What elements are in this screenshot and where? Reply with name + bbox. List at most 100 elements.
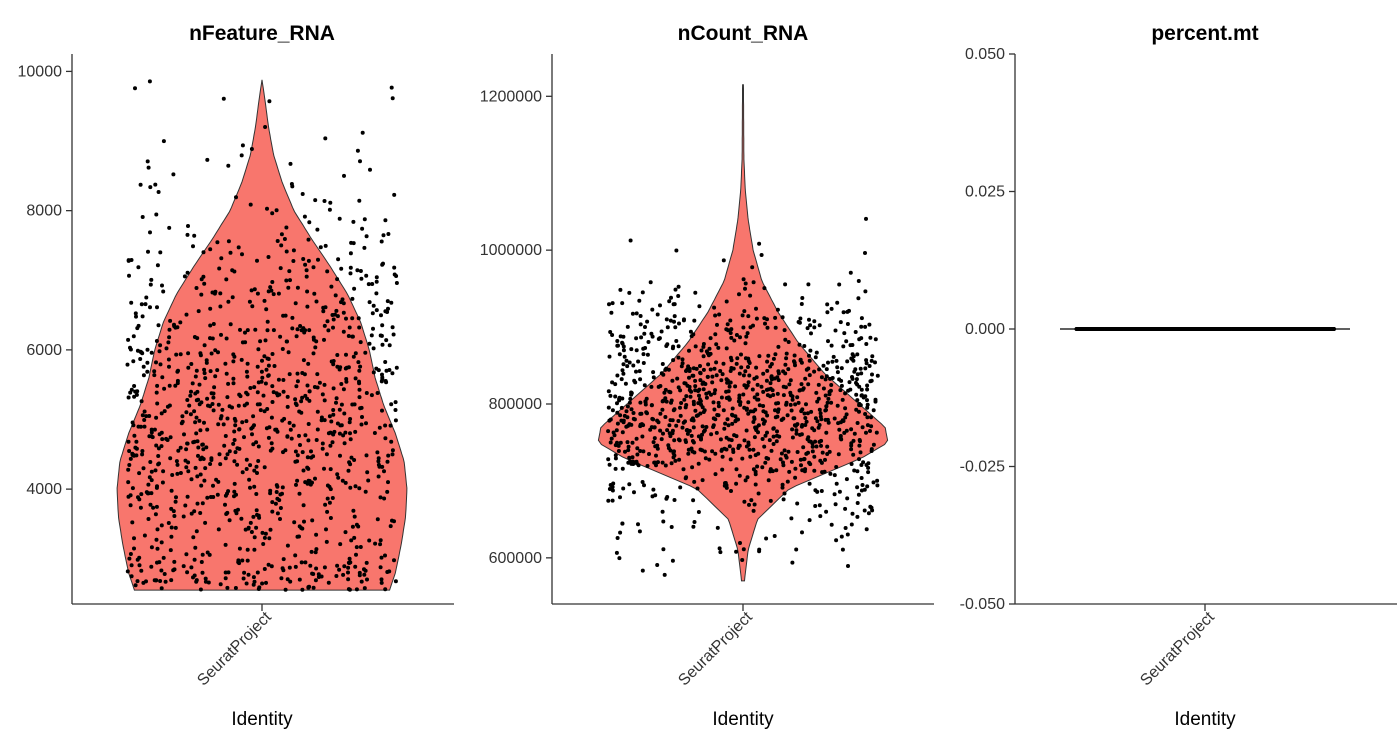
data-point	[634, 336, 639, 341]
data-point	[211, 395, 216, 400]
data-point	[226, 299, 231, 304]
data-point	[737, 473, 742, 478]
data-point	[859, 476, 864, 480]
data-point	[331, 408, 336, 412]
data-point	[380, 323, 385, 328]
data-point	[352, 514, 357, 519]
data-point	[765, 368, 770, 373]
data-point	[664, 317, 669, 322]
data-point	[245, 374, 250, 379]
data-point	[127, 273, 131, 278]
data-point	[679, 401, 684, 405]
data-point	[630, 311, 635, 316]
data-point	[363, 350, 368, 355]
data-point	[763, 321, 767, 326]
data-point	[753, 426, 758, 431]
data-point	[725, 417, 730, 422]
data-point	[357, 573, 362, 578]
data-point	[785, 479, 790, 484]
data-point	[379, 313, 383, 318]
data-point	[781, 460, 785, 465]
data-point	[728, 318, 733, 323]
data-point	[808, 462, 813, 467]
data-point	[312, 291, 317, 296]
data-point	[335, 353, 340, 357]
data-point	[331, 412, 336, 417]
data-point	[301, 468, 306, 473]
data-point	[292, 520, 297, 525]
data-point	[198, 511, 203, 515]
data-point	[326, 431, 331, 436]
data-point	[147, 79, 152, 84]
data-point	[825, 444, 830, 449]
data-point	[251, 582, 256, 587]
data-point	[770, 388, 775, 393]
data-point	[162, 409, 167, 414]
data-point	[747, 373, 752, 378]
data-point	[690, 449, 695, 454]
data-point	[187, 403, 192, 408]
data-point	[775, 414, 780, 419]
data-point	[696, 461, 701, 466]
data-point	[311, 265, 316, 270]
data-point	[836, 452, 841, 457]
data-point	[203, 520, 208, 525]
data-point	[205, 495, 210, 500]
data-point	[606, 498, 611, 503]
data-point	[841, 344, 846, 349]
data-point	[771, 442, 776, 446]
data-point	[362, 245, 367, 250]
data-point	[156, 190, 161, 194]
data-point	[1207, 327, 1212, 331]
data-point	[618, 413, 623, 418]
data-point	[127, 449, 132, 453]
data-point	[690, 373, 695, 378]
data-point	[262, 298, 267, 303]
data-point	[254, 525, 259, 530]
data-point	[615, 421, 620, 426]
data-point	[610, 408, 615, 413]
data-point	[347, 460, 352, 465]
data-point	[315, 427, 320, 432]
data-point	[789, 408, 794, 413]
data-point	[855, 485, 860, 490]
data-point	[737, 396, 742, 401]
data-point	[821, 386, 826, 391]
data-point	[636, 359, 641, 364]
data-point	[350, 334, 355, 339]
data-point	[741, 547, 746, 552]
data-point	[718, 369, 723, 373]
data-point	[178, 471, 183, 475]
data-point	[149, 545, 154, 550]
data-point	[167, 403, 172, 408]
data-point	[368, 167, 372, 172]
data-point	[713, 388, 718, 393]
data-point	[620, 430, 625, 435]
data-point	[252, 579, 257, 584]
data-point	[315, 409, 320, 414]
data-point	[668, 434, 673, 439]
data-point	[663, 415, 668, 419]
data-point	[157, 349, 162, 354]
data-point	[325, 496, 330, 501]
data-point	[855, 382, 860, 387]
data-point	[393, 579, 398, 584]
data-point	[843, 506, 848, 511]
data-point	[687, 388, 692, 393]
data-point	[664, 344, 669, 348]
data-point	[144, 295, 149, 300]
data-point	[663, 387, 668, 392]
data-point	[268, 285, 273, 290]
data-point	[695, 486, 700, 491]
data-point	[203, 376, 208, 381]
data-point	[233, 418, 238, 423]
data-point	[270, 400, 275, 404]
data-point	[295, 371, 300, 376]
data-point	[393, 408, 398, 412]
data-point	[218, 582, 223, 587]
data-point	[375, 450, 380, 455]
data-point	[815, 399, 820, 404]
data-point	[691, 399, 696, 404]
data-point	[264, 580, 268, 585]
data-point	[843, 526, 848, 530]
